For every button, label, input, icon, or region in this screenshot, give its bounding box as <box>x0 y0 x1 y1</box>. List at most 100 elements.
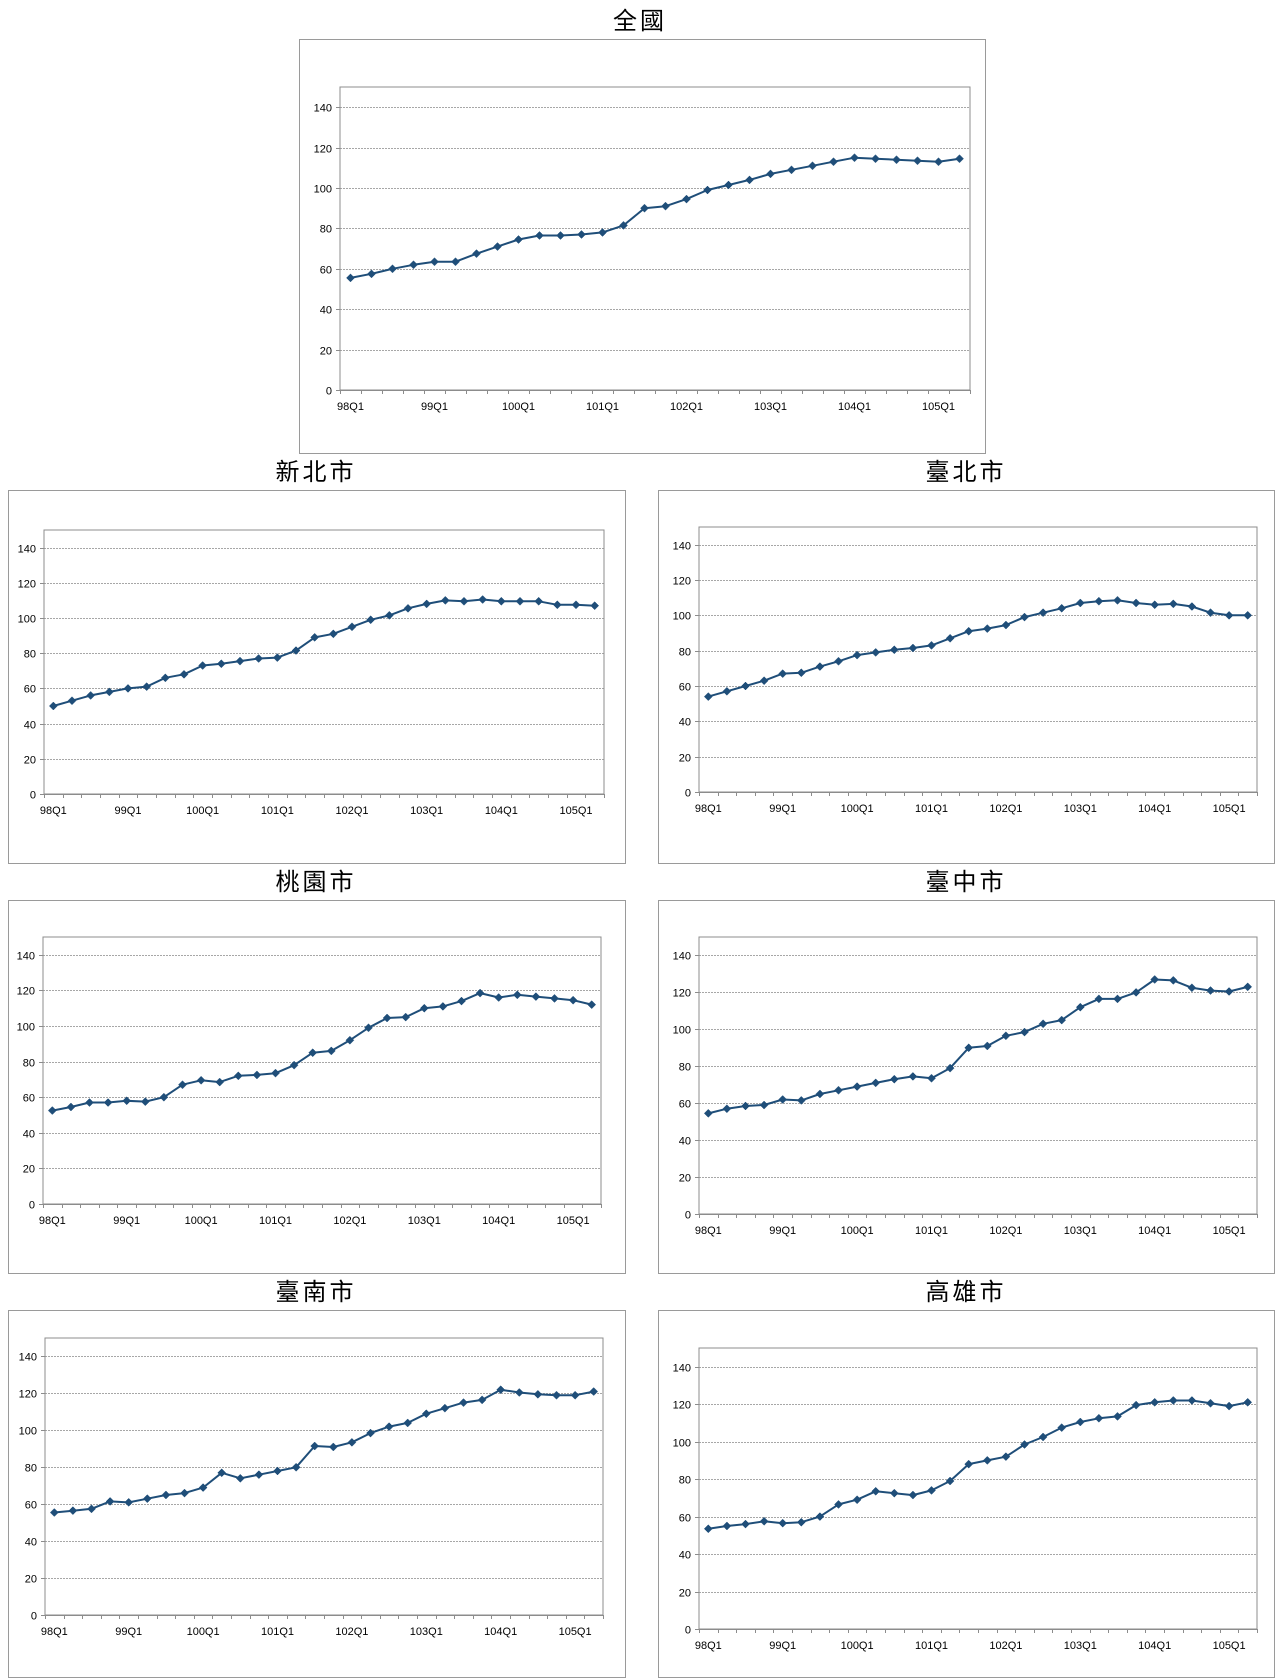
chart-taichung-svg: 0 20 40 60 80 100 120 140 98Q1 99Q1 100Q1 101Q1 102Q… <box>673 936 1258 1237</box>
data-point <box>104 687 114 697</box>
data-point <box>913 156 922 166</box>
x-tick-label: 103Q1 <box>1064 803 1097 815</box>
data-point <box>1131 988 1141 997</box>
data-point <box>982 624 992 633</box>
data-point <box>741 1519 750 1529</box>
x-tick-label: 102Q1 <box>335 1626 368 1638</box>
data-point <box>759 1516 769 1526</box>
x-tick-label: 105Q1 <box>1213 803 1246 815</box>
x-tick-label: 103Q1 <box>410 805 443 817</box>
data-point <box>834 656 843 666</box>
data-point <box>1094 1413 1104 1423</box>
data-point <box>105 1497 115 1506</box>
chart-new-taipei-svg: 0 20 40 60 80 100 120 140 98Q1 99Q1 100Q1 101Q1 102Q… <box>18 529 605 817</box>
y-tick-label: 60 <box>679 1099 691 1111</box>
data-point <box>934 157 943 167</box>
data-point <box>272 653 282 662</box>
x-tick-label: 98Q1 <box>41 1626 68 1638</box>
data-point <box>535 231 544 240</box>
y-tick-label: 20 <box>24 755 36 767</box>
x-tick-label: 99Q1 <box>421 401 448 413</box>
data-point <box>366 1428 375 1438</box>
data-point <box>451 257 460 267</box>
y-tick-label: 80 <box>320 224 332 236</box>
y-tick-label: 120 <box>673 576 691 588</box>
data-point <box>852 1495 862 1505</box>
x-tick-label: 105Q1 <box>1213 1225 1246 1237</box>
y-tick-label: 0 <box>326 386 332 398</box>
data-point <box>496 1385 506 1395</box>
x-tick-label: 105Q1 <box>559 805 592 817</box>
data-point <box>308 1048 318 1058</box>
data-point <box>496 596 506 606</box>
data-point <box>514 1388 524 1397</box>
data-point <box>982 1041 992 1051</box>
data-point <box>1168 976 1178 985</box>
x-tick-label: 99Q1 <box>769 803 796 815</box>
x-tick-label: 105Q1 <box>922 401 955 413</box>
data-point <box>945 1063 955 1073</box>
y-tick-label: 100 <box>17 1022 35 1034</box>
y-tick-label: 100 <box>18 614 36 626</box>
x-tick-label: 102Q1 <box>989 1640 1022 1652</box>
y-tick-label: 0 <box>685 1210 691 1222</box>
data-point <box>850 153 859 163</box>
data-point <box>409 260 418 270</box>
y-tick-label: 40 <box>25 1537 37 1549</box>
data-point <box>834 1500 843 1509</box>
data-point <box>178 1080 187 1090</box>
data-point <box>66 1102 76 1112</box>
x-tick-label: 105Q1 <box>1213 1640 1246 1652</box>
data-point <box>892 155 901 165</box>
data-point <box>1187 602 1197 611</box>
y-tick-label: 120 <box>18 579 36 591</box>
x-tick-label: 104Q1 <box>485 805 518 817</box>
data-point <box>552 1390 561 1400</box>
y-tick-label: 20 <box>679 1173 691 1185</box>
x-tick-label: 101Q1 <box>586 401 619 413</box>
data-point <box>589 1387 599 1396</box>
plot-area <box>698 526 1258 793</box>
data-point <box>759 1100 769 1110</box>
y-tick-label: 80 <box>679 1475 691 1487</box>
data-point <box>778 669 788 678</box>
data-point <box>1243 610 1253 620</box>
chart-taipei-svg: 0 20 40 60 80 100 120 140 98Q1 99Q1 100Q1 101Q1 102Q… <box>673 526 1258 815</box>
data-point <box>388 264 397 274</box>
x-tick-label: 98Q1 <box>695 1640 722 1652</box>
data-point <box>703 692 713 701</box>
data-point <box>1113 994 1122 1004</box>
data-point <box>908 643 918 653</box>
data-point <box>1150 1397 1160 1407</box>
data-point <box>1168 599 1178 609</box>
x-tick-label: 100Q1 <box>185 1215 218 1227</box>
plot-area <box>339 86 971 391</box>
plot-area <box>698 1347 1258 1630</box>
data-point <box>384 1422 394 1431</box>
data-point <box>590 601 600 611</box>
data-point <box>766 169 775 179</box>
data-point <box>741 681 750 691</box>
x-tick-label: 98Q1 <box>337 401 364 413</box>
data-point <box>1206 986 1215 995</box>
chart-taichung: 0 20 40 60 80 100 120 140 98Q1 99Q1 100Q1 101Q1 102Q… <box>658 900 1275 1274</box>
data-point <box>1224 1401 1234 1411</box>
y-tick-label: 60 <box>679 682 691 694</box>
data-point <box>1187 1396 1197 1405</box>
data-point <box>254 1470 264 1480</box>
data-point <box>472 249 481 259</box>
chart-national-svg: 0 20 40 60 80 100 120 140 98Q1 99Q1 100Q1 101Q1 102Q… <box>314 86 971 413</box>
data-point <box>403 1418 413 1428</box>
x-tick-label: 103Q1 <box>408 1215 441 1227</box>
x-tick-label: 103Q1 <box>1064 1225 1097 1237</box>
data-point <box>346 273 355 283</box>
data-point <box>1131 598 1141 608</box>
y-tick-label: 80 <box>25 1463 37 1475</box>
y-tick-label: 100 <box>19 1426 37 1438</box>
y-tick-label: 0 <box>685 1625 691 1637</box>
data-point <box>908 1490 918 1500</box>
data-point <box>48 701 58 711</box>
data-point <box>808 161 817 171</box>
data-point <box>908 1072 918 1081</box>
data-point <box>815 1512 825 1521</box>
